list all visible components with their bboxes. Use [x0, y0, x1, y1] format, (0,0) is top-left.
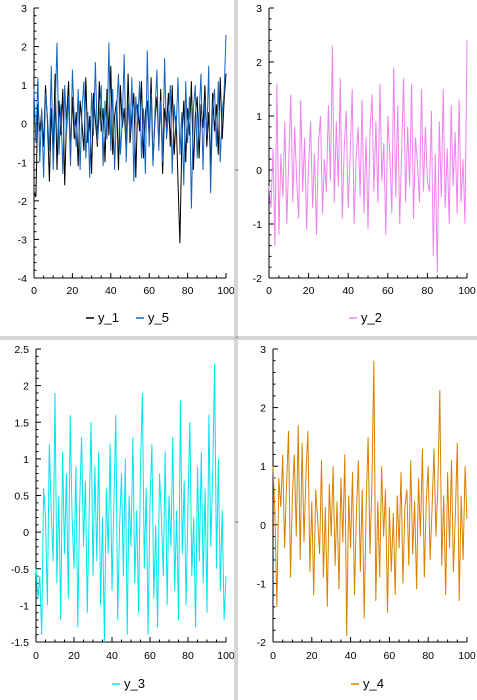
y-tick-label: -2 [257, 637, 266, 649]
legend-label-y5: y_5 [148, 310, 169, 325]
y-tick-label: -1 [18, 157, 27, 169]
x-tick-label: 100 [458, 650, 476, 662]
chart-panel-y4: -2 -1 0 1 2 3 0 20 40 60 80 100 y_4 [238, 340, 477, 700]
legend-label-y3: y_3 [124, 676, 145, 691]
x-tick-label: 0 [266, 285, 272, 297]
y-tick-label: 0 [21, 119, 27, 131]
legend-label-y4: y_4 [363, 676, 384, 691]
series-line-y5 [33, 34, 227, 209]
x-tick-label: 20 [306, 650, 318, 662]
x-tick-label: 40 [342, 285, 354, 297]
y-tick-label: -1 [257, 578, 266, 590]
y-tick-label: 0 [256, 165, 262, 177]
horizontal-split-divider[interactable] [0, 336, 477, 340]
series-line-y1 [33, 65, 227, 244]
legend-label-y1: y_1 [98, 310, 119, 325]
y-tick-label: 0 [260, 520, 266, 532]
y-tick-label: -1.5 [11, 637, 29, 649]
y-tick-label: -1 [253, 219, 262, 231]
x-tick-label: 80 [182, 650, 194, 662]
y-tick-label: 2.5 [14, 344, 29, 356]
y-tick-label: 1.5 [14, 417, 29, 429]
y-tick-label: 1 [260, 461, 266, 473]
x-tick-label: 80 [422, 650, 434, 662]
splitter-grip-icon[interactable]: ⌄ [233, 515, 241, 525]
x-tick-label: 40 [105, 285, 117, 297]
y-tick-label: 3 [260, 344, 266, 356]
y-tick-label: -2 [18, 196, 27, 208]
y-tick-label: -1 [20, 600, 29, 612]
y-tick-label: -3 [18, 234, 27, 246]
y-tick-label: 1 [23, 454, 29, 466]
x-tick-label: 0 [31, 285, 37, 297]
x-tick-label: 100 [217, 285, 234, 297]
series-line-y4 [272, 360, 468, 637]
splitter-corner-grip-icon[interactable]: ⌃ [233, 335, 241, 345]
chart-panel-y2: -2 -1 0 1 2 3 0 20 40 60 80 100 y_2 [238, 0, 477, 336]
chart-svg-y1-y5: -4 -3 -2 -1 0 1 2 3 0 20 40 60 80 100 y_1 y_5 [18, 3, 234, 325]
y-tick-label: 0.5 [14, 491, 29, 503]
y-tick-label: -4 [18, 273, 27, 285]
series-line-y3 [35, 363, 227, 643]
y-tick-label: 2 [256, 57, 262, 69]
y-tick-label: -0.5 [11, 564, 29, 576]
x-tick-label: 20 [68, 650, 80, 662]
x-tick-label: 100 [458, 285, 476, 297]
chart-svg-y3: -1.5 -1 -0.5 0 0.5 1 1.5 2 2.5 0 20 40 60 80 100 y_3 [11, 344, 234, 691]
y-tick-label: 1 [256, 111, 262, 123]
legend-label-y2: y_2 [361, 310, 382, 325]
series-line-y2 [268, 40, 468, 273]
chart-svg-y4: -2 -1 0 1 2 3 0 20 40 60 80 100 y_4 [257, 344, 476, 691]
y-tick-label: 2 [21, 42, 27, 54]
x-tick-label: 40 [345, 650, 357, 662]
x-tick-label: 100 [217, 650, 234, 662]
x-tick-label: 80 [422, 285, 434, 297]
x-tick-label: 20 [67, 285, 79, 297]
x-tick-label: 80 [182, 285, 194, 297]
splitter-grip-icon[interactable]: ⌄ [233, 163, 241, 173]
y-tick-label: 2 [23, 381, 29, 393]
y-tick-label: 3 [21, 3, 27, 15]
chart-panel-y1-y5: -4 -3 -2 -1 0 1 2 3 0 20 40 60 80 100 y_1 y_5 [0, 0, 234, 336]
y-tick-label: 1 [21, 80, 27, 92]
x-tick-label: 40 [106, 650, 118, 662]
chart-svg-y2: -2 -1 0 1 2 3 0 20 40 60 80 100 y_2 [253, 3, 476, 325]
x-tick-label: 0 [33, 650, 39, 662]
x-tick-label: 0 [270, 650, 276, 662]
y-tick-label: 0 [23, 527, 29, 539]
x-tick-label: 20 [303, 285, 315, 297]
y-tick-label: 2 [260, 403, 266, 415]
x-tick-label: 60 [144, 650, 156, 662]
y-tick-label: -2 [253, 273, 262, 285]
chart-panel-y3: -1.5 -1 -0.5 0 0.5 1 1.5 2 2.5 0 20 40 60 80 100 y_3 [0, 340, 234, 700]
x-tick-label: 60 [382, 285, 394, 297]
vertical-split-divider[interactable] [234, 0, 238, 700]
x-tick-label: 60 [384, 650, 396, 662]
y-tick-label: 3 [256, 3, 262, 15]
x-tick-label: 60 [143, 285, 155, 297]
